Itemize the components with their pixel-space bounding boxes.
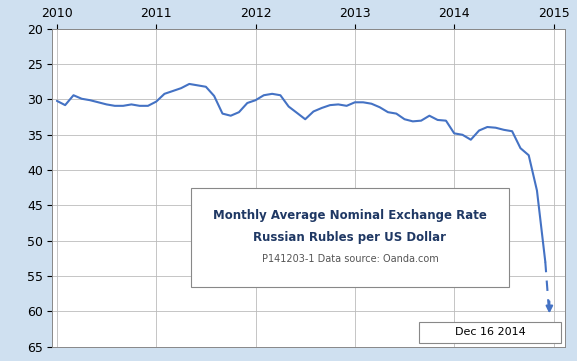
FancyBboxPatch shape: [419, 322, 561, 343]
Text: Monthly Average Nominal Exchange Rate: Monthly Average Nominal Exchange Rate: [213, 209, 487, 222]
FancyBboxPatch shape: [191, 188, 509, 287]
Text: Russian Rubles per US Dollar: Russian Rubles per US Dollar: [253, 231, 447, 244]
Text: Dec 16 2014: Dec 16 2014: [455, 327, 526, 338]
Text: P141203-1 Data source: Oanda.com: P141203-1 Data source: Oanda.com: [261, 254, 439, 264]
